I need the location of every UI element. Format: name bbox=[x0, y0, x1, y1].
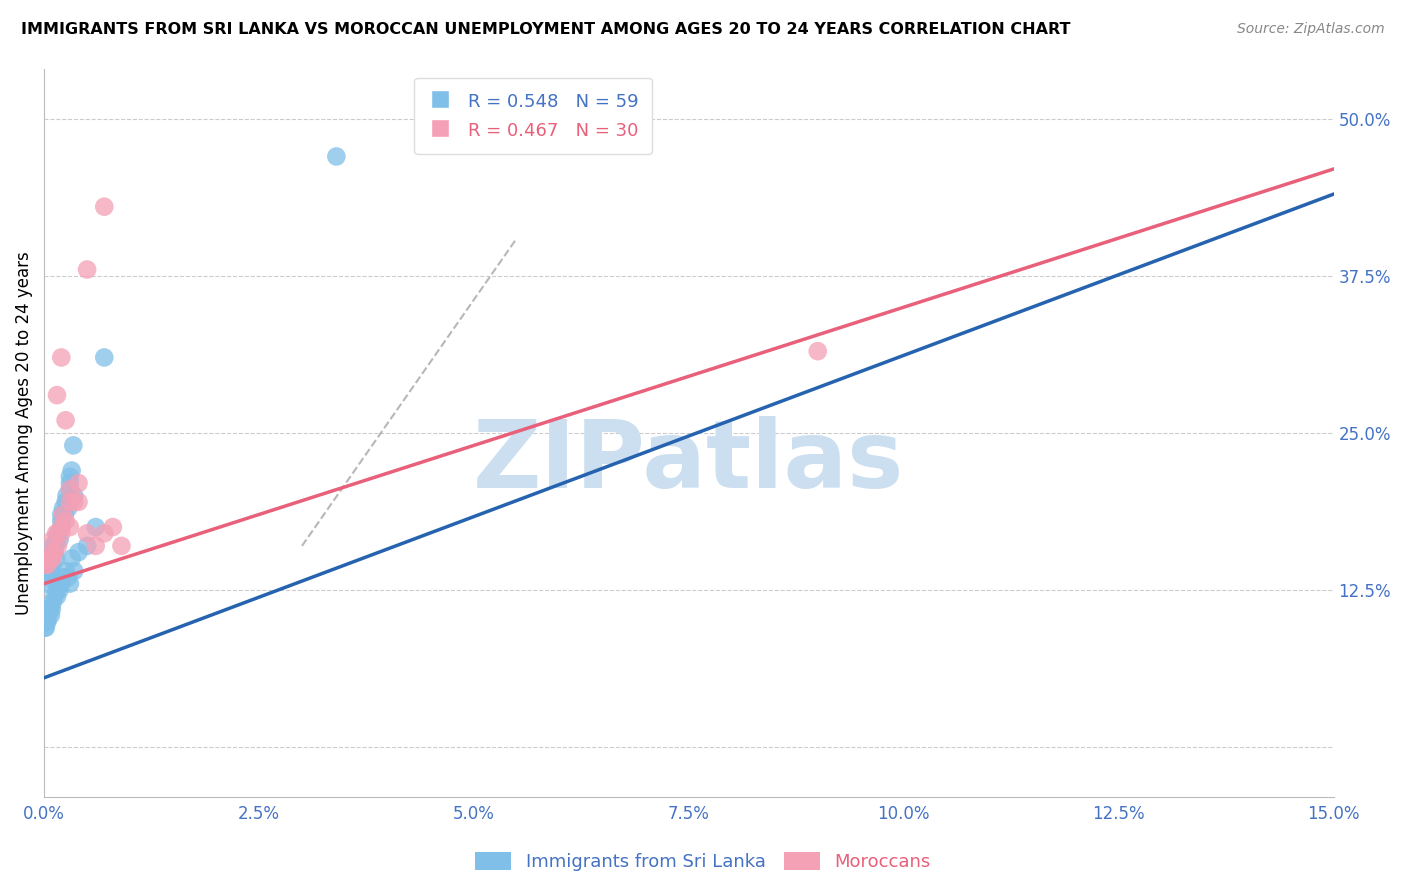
Point bbox=[37, 570, 59, 584]
Point bbox=[41, 601, 63, 615]
Point bbox=[93, 526, 115, 541]
Point bbox=[59, 483, 82, 497]
Point bbox=[38, 551, 60, 566]
Point bbox=[55, 495, 77, 509]
Point bbox=[76, 539, 98, 553]
Point bbox=[76, 262, 98, 277]
Point bbox=[44, 545, 66, 559]
Point bbox=[60, 463, 83, 477]
Point bbox=[44, 545, 66, 559]
Point bbox=[67, 545, 90, 559]
Point bbox=[55, 413, 77, 427]
Legend: Immigrants from Sri Lanka, Moroccans: Immigrants from Sri Lanka, Moroccans bbox=[468, 845, 938, 879]
Point bbox=[52, 570, 75, 584]
Point bbox=[48, 582, 70, 597]
Point bbox=[51, 351, 73, 365]
Y-axis label: Unemployment Among Ages 20 to 24 years: Unemployment Among Ages 20 to 24 years bbox=[15, 251, 32, 615]
Point bbox=[76, 526, 98, 541]
Text: Source: ZipAtlas.com: Source: ZipAtlas.com bbox=[1237, 22, 1385, 37]
Point bbox=[52, 501, 75, 516]
Point bbox=[59, 520, 82, 534]
Point bbox=[45, 526, 67, 541]
Point bbox=[51, 520, 73, 534]
Point bbox=[41, 595, 63, 609]
Point bbox=[35, 621, 58, 635]
Legend: R = 0.548   N = 59, R = 0.467   N = 30: R = 0.548 N = 59, R = 0.467 N = 30 bbox=[415, 78, 651, 154]
Point bbox=[35, 558, 58, 572]
Point bbox=[35, 607, 58, 622]
Point bbox=[46, 526, 69, 541]
Point bbox=[56, 570, 79, 584]
Point bbox=[63, 495, 86, 509]
Point bbox=[60, 551, 83, 566]
Point bbox=[39, 607, 62, 622]
Point bbox=[34, 621, 56, 635]
Point bbox=[46, 388, 69, 402]
Point bbox=[46, 582, 69, 597]
Point bbox=[35, 576, 58, 591]
Point bbox=[59, 470, 82, 484]
Point bbox=[51, 514, 73, 528]
Point bbox=[41, 533, 63, 547]
Point bbox=[59, 495, 82, 509]
Point bbox=[46, 589, 69, 603]
Point bbox=[37, 614, 59, 628]
Point bbox=[63, 564, 86, 578]
Point bbox=[55, 489, 77, 503]
Point bbox=[62, 438, 84, 452]
Point bbox=[56, 501, 79, 516]
Text: ZIPatlas: ZIPatlas bbox=[474, 416, 904, 508]
Point bbox=[55, 564, 77, 578]
Point bbox=[35, 564, 58, 578]
Text: IMMIGRANTS FROM SRI LANKA VS MOROCCAN UNEMPLOYMENT AMONG AGES 20 TO 24 YEARS COR: IMMIGRANTS FROM SRI LANKA VS MOROCCAN UN… bbox=[21, 22, 1070, 37]
Point bbox=[55, 514, 77, 528]
Point bbox=[93, 200, 115, 214]
Point bbox=[41, 539, 63, 553]
Point bbox=[46, 533, 69, 547]
Point bbox=[63, 489, 86, 503]
Point bbox=[325, 149, 347, 163]
Point bbox=[41, 551, 63, 566]
Point bbox=[51, 520, 73, 534]
Point bbox=[37, 558, 59, 572]
Point bbox=[53, 508, 76, 522]
Point bbox=[84, 520, 107, 534]
Point bbox=[39, 545, 62, 559]
Point bbox=[34, 614, 56, 628]
Point bbox=[51, 508, 73, 522]
Point bbox=[37, 558, 59, 572]
Point bbox=[46, 576, 69, 591]
Point bbox=[35, 607, 58, 622]
Point bbox=[101, 520, 124, 534]
Point bbox=[38, 564, 60, 578]
Point bbox=[38, 601, 60, 615]
Point bbox=[807, 344, 830, 359]
Point bbox=[59, 476, 82, 491]
Point bbox=[48, 533, 70, 547]
Point bbox=[39, 564, 62, 578]
Point bbox=[59, 483, 82, 497]
Point bbox=[84, 539, 107, 553]
Point bbox=[41, 545, 63, 559]
Point bbox=[93, 351, 115, 365]
Point bbox=[59, 576, 82, 591]
Point bbox=[45, 551, 67, 566]
Point bbox=[110, 539, 132, 553]
Point bbox=[35, 614, 58, 628]
Point bbox=[67, 476, 90, 491]
Point bbox=[51, 576, 73, 591]
Point bbox=[44, 589, 66, 603]
Point bbox=[44, 539, 66, 553]
Point bbox=[39, 601, 62, 615]
Point bbox=[52, 508, 75, 522]
Point bbox=[51, 526, 73, 541]
Point bbox=[46, 539, 69, 553]
Point bbox=[37, 607, 59, 622]
Point bbox=[41, 558, 63, 572]
Point bbox=[67, 495, 90, 509]
